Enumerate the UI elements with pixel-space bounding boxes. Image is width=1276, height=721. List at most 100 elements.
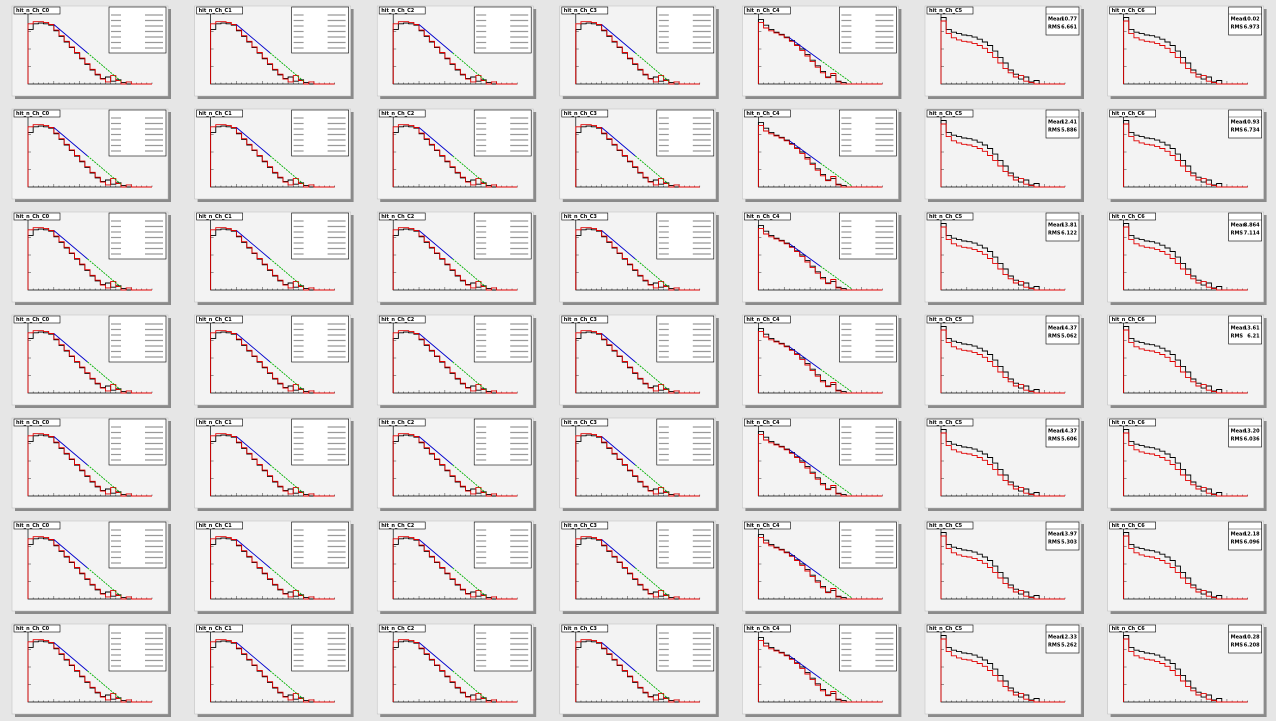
histogram-line (27, 433, 152, 497)
stats-value: 12.18 (1244, 532, 1260, 538)
histogram-line (940, 432, 1065, 497)
histogram-line (940, 326, 1065, 394)
stats-label: RMS (1231, 643, 1244, 649)
histogram-line (1123, 329, 1248, 394)
pad-title: hit_n_Ch_C4 (746, 8, 780, 14)
pad-title: hit_n_Ch_C0 (16, 420, 50, 426)
fit-line (789, 140, 821, 164)
histogram-pad: hit_n_Ch_C0 (11, 520, 171, 614)
stats-box (473, 109, 532, 157)
fit-line (452, 258, 487, 288)
histogram-line (392, 124, 518, 188)
title-box (196, 212, 243, 221)
histogram-pad: hit_n_Ch_C4 (742, 108, 902, 202)
histogram-pad: hit_n_Ch_C1 (194, 417, 354, 511)
fit-line (452, 670, 487, 700)
stats-value: 6.036 (1244, 437, 1260, 443)
fit-line (418, 230, 453, 260)
stats-box (291, 315, 349, 363)
fit-line (53, 436, 88, 466)
stats-box (1228, 418, 1262, 448)
stats-value: 13.61 (1244, 326, 1260, 332)
histogram-line (1123, 535, 1248, 600)
pad-title: hit_n_Ch_C3 (564, 420, 598, 426)
histogram-pad: hit_n_Ch_C1 (194, 211, 354, 305)
pad-title: hit_n_Ch_C4 (746, 626, 780, 632)
pad-title: hit_n_Ch_C0 (16, 317, 50, 323)
title-box (744, 418, 791, 427)
fit-line (87, 155, 122, 185)
histogram-line (210, 124, 335, 188)
stats-box (1228, 212, 1262, 242)
fit-line (418, 539, 453, 569)
stats-value: 10.93 (1244, 120, 1260, 126)
stats-label: RMS (1048, 437, 1061, 443)
pad-title: hit_n_Ch_C3 (564, 8, 598, 14)
title-box (13, 109, 61, 118)
stats-box (108, 212, 167, 260)
fit-line (269, 567, 304, 597)
stats-label: Mean (1048, 326, 1064, 332)
stats-label: Mean (1048, 223, 1064, 229)
histogram-pad: hit_n_Ch_C3 (559, 623, 719, 717)
stats-box (108, 6, 167, 54)
title-box (196, 521, 243, 530)
title-box (196, 6, 243, 15)
stats-box (1045, 521, 1080, 551)
fit-line (236, 642, 271, 672)
stats-box (839, 521, 897, 569)
histogram-pad: hit_n_Ch_C0 (11, 211, 171, 305)
stats-box (291, 109, 349, 157)
stats-value: 12.41 (1061, 120, 1077, 126)
title-box (1109, 212, 1156, 221)
title-box (378, 315, 426, 324)
fit-line (789, 346, 821, 370)
stats-value: 6.21 (1247, 334, 1260, 340)
pad-title: hit_n_Ch_C4 (746, 420, 780, 426)
pad-title: hit_n_Ch_C5 (929, 8, 963, 14)
fit-line (87, 670, 122, 700)
histogram-line (27, 124, 152, 188)
fit-line (820, 162, 852, 186)
histogram-line (757, 330, 883, 394)
pad-title: hit_n_Ch_C1 (199, 214, 233, 220)
fit-line (53, 642, 88, 672)
pad-title: hit_n_Ch_C2 (381, 523, 415, 529)
pad-title: hit_n_Ch_C1 (199, 523, 233, 529)
histogram-pad: hit_n_Ch_C4 (742, 5, 902, 99)
stats-box (473, 624, 532, 672)
fit-line (452, 464, 487, 494)
histogram-line (392, 536, 518, 600)
histogram-pad: hit_n_Ch_C4 (742, 623, 902, 717)
fit-line (236, 436, 271, 466)
stats-box (839, 109, 897, 157)
histogram-pad: hit_n_Ch_C3 (559, 314, 719, 408)
stats-value: 6.734 (1244, 128, 1260, 134)
histogram-line (1123, 223, 1248, 291)
histogram-line (940, 638, 1065, 703)
stats-label: RMS (1048, 540, 1061, 546)
fit-line (820, 368, 852, 392)
stats-value: 10.28 (1244, 635, 1260, 641)
pad-title: hit_n_Ch_C2 (381, 626, 415, 632)
histogram-pad: hit_n_Ch_C2 (376, 108, 537, 202)
histogram-line (210, 330, 335, 394)
fit-line (634, 567, 670, 597)
title-box (926, 109, 974, 118)
fit-line (418, 127, 453, 157)
fit-line (236, 24, 271, 54)
stats-value: 13.81 (1061, 223, 1077, 229)
fit-line (634, 361, 670, 391)
stats-label: Mean (1231, 635, 1247, 641)
stats-box (1045, 315, 1080, 345)
pad-title: hit_n_Ch_C6 (1112, 214, 1146, 220)
stats-label: Mean (1231, 326, 1247, 332)
histogram-line (27, 330, 152, 394)
title-box (1109, 521, 1156, 530)
